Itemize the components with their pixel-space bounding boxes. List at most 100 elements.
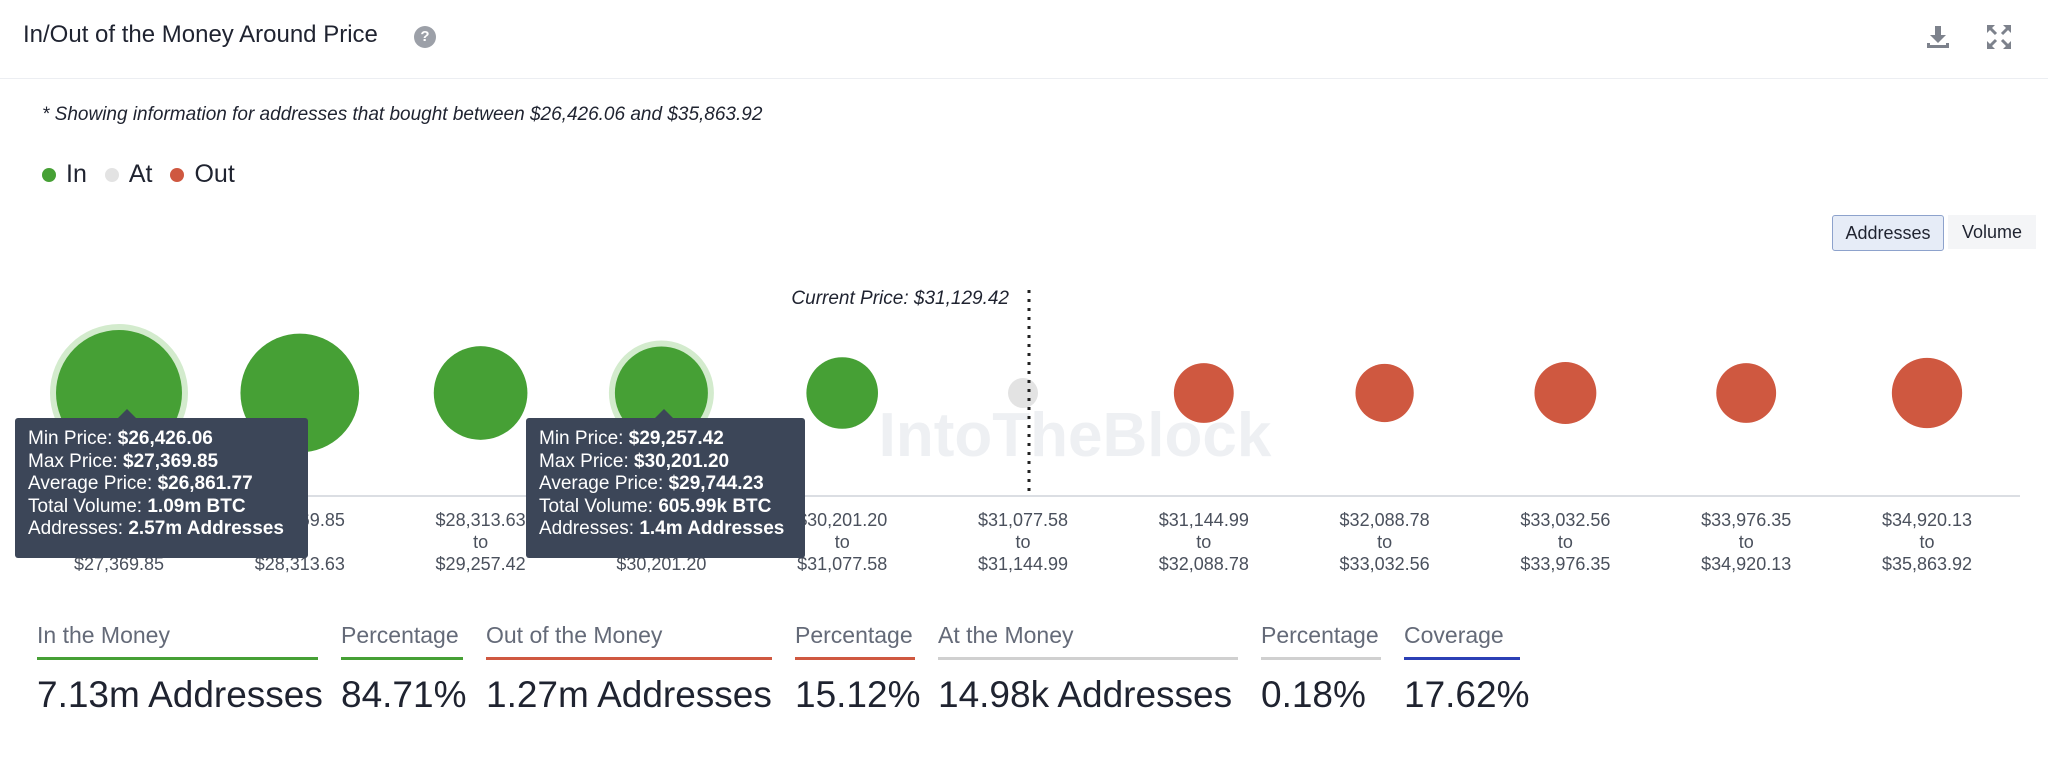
bucket-range-label: $34,920.13 — [1882, 510, 1972, 530]
stat-in-percentage: Percentage 84.71% — [341, 622, 467, 716]
range-note: * Showing information for addresses that… — [42, 104, 763, 125]
bucket-tooltip-1: Min Price: $26,426.06 Max Price: $27,369… — [15, 409, 308, 558]
widget-header: In/Out of the Money Around Price ? — [0, 0, 2048, 79]
tooltip-addr-row: Addresses: 2.57m Addresses — [28, 518, 295, 541]
stat-label: Percentage — [795, 622, 915, 660]
bucket-range-label: $34,920.13 — [1701, 554, 1791, 574]
bucket-range-label: $31,077.58 — [797, 554, 887, 574]
stat-label: At the Money — [938, 622, 1238, 660]
tooltip-max-row: Max Price: $30,201.20 — [539, 451, 792, 474]
legend-dot-in — [42, 167, 56, 182]
stat-at-the-money: At the Money 14.98k Addresses — [938, 622, 1238, 716]
legend-item-at[interactable]: At — [104, 160, 153, 189]
tooltip-addr-label: Addresses: — [539, 518, 635, 540]
tooltip-vol-row: Total Volume: 1.09m BTC — [28, 496, 295, 519]
legend-label-out: Out — [194, 160, 235, 188]
stat-out-of-the-money: Out of the Money 1.27m Addresses — [486, 622, 772, 716]
stat-value: 1.27m Addresses — [486, 674, 772, 715]
bucket-range-label: to — [835, 532, 850, 552]
volume-toggle-button[interactable]: Volume — [1948, 215, 2036, 249]
stat-value: 17.62% — [1404, 674, 1530, 715]
bubble-out-10 — [1716, 363, 1777, 423]
bubble-in-3 — [433, 346, 528, 440]
legend-item-in[interactable]: In — [42, 160, 87, 189]
bubble-out-7 — [1173, 363, 1234, 423]
tooltip-addr-value: 1.4m Addresses — [639, 518, 785, 540]
bubble-out-11 — [1891, 357, 1963, 429]
tooltip-min-row: Min Price: $29,257.42 — [539, 428, 792, 451]
stat-value: 0.18% — [1261, 674, 1366, 715]
legend-label-in: In — [66, 160, 87, 188]
tooltip-avg-value: $26,861.77 — [157, 473, 253, 495]
stat-out-percentage: Percentage 15.12% — [795, 622, 921, 716]
bucket-range-label: to — [1739, 532, 1754, 552]
tooltip-addr-label: Addresses: — [28, 518, 124, 540]
stat-in-the-money: In the Money 7.13m Addresses — [37, 622, 323, 716]
bucket-range-label: $33,032.56 — [1340, 554, 1430, 574]
tooltip-max-row: Max Price: $27,369.85 — [28, 451, 295, 474]
expand-icon[interactable] — [1984, 22, 2014, 52]
tooltip-addr-value: 2.57m Addresses — [128, 518, 284, 540]
tooltip-min-value: $29,257.42 — [628, 428, 724, 449]
stat-coverage: Coverage 17.62% — [1404, 622, 1530, 716]
legend-dot-at — [104, 167, 119, 182]
bubble-at-6 — [1008, 378, 1038, 408]
bucket-range-label: $31,077.58 — [978, 510, 1068, 530]
tooltip-vol-label: Total Volume: — [539, 495, 654, 517]
bucket-range-label: to — [1919, 532, 1934, 552]
tooltip-vol-value: 605.99k BTC — [658, 495, 772, 517]
bubble-out-9 — [1534, 362, 1597, 424]
tooltip-min-label: Min Price: — [28, 428, 113, 449]
legend-dot-out — [170, 167, 185, 182]
question-circle-icon[interactable]: ? — [414, 26, 436, 48]
legend-item-out[interactable]: Out — [170, 160, 235, 189]
bubble-in-5 — [806, 357, 879, 429]
tooltip-avg-value: $29,744.23 — [668, 473, 764, 495]
addresses-toggle-button[interactable]: Addresses — [1832, 215, 1944, 251]
bucket-range-label: $32,088.78 — [1159, 554, 1249, 574]
tooltip-max-value: $27,369.85 — [123, 450, 219, 472]
bucket-range-label: $28,313.63 — [255, 554, 345, 574]
tooltip-max-label: Max Price: — [28, 450, 118, 472]
tooltip-avg-row: Average Price: $29,744.23 — [539, 473, 792, 496]
tooltip-max-value: $30,201.20 — [634, 450, 730, 472]
bucket-range-label: $33,976.35 — [1701, 510, 1791, 530]
tooltip-vol-row: Total Volume: 605.99k BTC — [539, 496, 792, 519]
stat-value: 84.71% — [341, 674, 467, 715]
stat-value: 14.98k Addresses — [938, 674, 1233, 715]
bucket-range-label: $28,313.63 — [436, 510, 526, 530]
stat-label: Coverage — [1404, 622, 1520, 660]
tooltip-min-value: $26,426.06 — [117, 428, 213, 449]
bucket-range-label: $32,088.78 — [1340, 510, 1430, 530]
bucket-range-label: $33,032.56 — [1520, 510, 1610, 530]
bucket-range-label: $30,201.20 — [616, 554, 706, 574]
bucket-range-label: to — [473, 532, 488, 552]
bucket-range-label: $31,144.99 — [978, 554, 1068, 574]
stat-label: In the Money — [37, 622, 318, 660]
tooltip-vol-label: Total Volume: — [28, 495, 143, 517]
download-icon[interactable] — [1923, 22, 1953, 52]
bucket-range-label: to — [1015, 532, 1030, 552]
summary-stats: In the Money 7.13m Addresses Percentage … — [0, 622, 2048, 732]
tooltip-min-row: Min Price: $26,426.06 — [28, 428, 295, 451]
current-price-label: Current Price: $31,129.42 — [791, 288, 1009, 309]
bucket-range-label: to — [1558, 532, 1573, 552]
bucket-range-label: to — [1377, 532, 1392, 552]
stat-at-percentage: Percentage 0.18% — [1261, 622, 1381, 716]
bubble-out-8 — [1355, 363, 1414, 423]
widget-title: In/Out of the Money Around Price — [23, 21, 378, 48]
bucket-range-label: $33,976.35 — [1520, 554, 1610, 574]
tooltip-max-label: Max Price: — [539, 450, 629, 472]
bucket-tooltip-2: Min Price: $29,257.42 Max Price: $30,201… — [526, 409, 805, 558]
stat-label: Percentage — [1261, 622, 1381, 660]
bucket-range-label: $30,201.20 — [797, 510, 887, 530]
tooltip-vol-value: 1.09m BTC — [147, 495, 246, 517]
bubble-in-4 — [614, 346, 708, 440]
bucket-range-label: $27,369.85 — [74, 554, 164, 574]
stat-label: Out of the Money — [486, 622, 772, 660]
legend-label-at: At — [128, 160, 153, 188]
tooltip-min-label: Min Price: — [539, 428, 624, 449]
chart-legend: In At Out — [42, 160, 253, 189]
tooltip-avg-label: Average Price: — [28, 473, 153, 495]
tooltip-avg-row: Average Price: $26,861.77 — [28, 473, 295, 496]
